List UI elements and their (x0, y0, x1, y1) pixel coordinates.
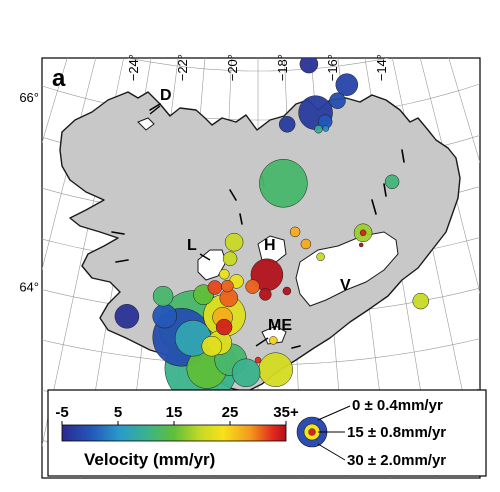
glacier-myrdalsjokull (261, 325, 287, 345)
longitude-label: −14° (374, 54, 389, 81)
gps-station (300, 238, 312, 250)
parallel (127, 58, 389, 72)
size-legend-label-30: 30 ± 2.0mm/yr (347, 452, 446, 469)
gps-station (316, 252, 325, 262)
leader-me (255, 337, 269, 347)
colorbar-tick-label: 35+ (273, 404, 299, 421)
parallel (62, 0, 454, 22)
gps-station (329, 92, 346, 109)
size-legend-label-15: 15 ± 0.8mm/yr (347, 424, 446, 441)
colorbar-tick-label: 5 (114, 404, 122, 421)
latitude-label: 66° (19, 90, 39, 105)
meridian (42, 58, 97, 271)
size-legend: 0 ± 0.4mm/yr 15 ± 0.8mm/yr 30 ± 2.0mm/yr (296, 397, 446, 469)
gps-station (207, 280, 223, 295)
gps-station (289, 226, 301, 238)
gps-station (231, 358, 261, 388)
glacier-vatnajokull (295, 231, 399, 307)
region-labels: D L H V ME (149, 87, 351, 347)
region-label-v: V (340, 277, 351, 294)
gps-station (278, 116, 296, 133)
leader-d (149, 105, 161, 115)
gps-station (322, 125, 330, 132)
gps-station (258, 352, 293, 387)
gps-station (114, 304, 140, 329)
colorbar-tick-label: 25 (222, 404, 239, 421)
size-legend-leader-1 (317, 405, 351, 421)
longitude-label: −24° (126, 54, 141, 81)
colorbar-ramp (61, 424, 287, 442)
latitude-labels: 66° 64° (19, 90, 39, 295)
colorbar-ticks: -5 5 15 25 35+ (55, 404, 299, 425)
gps-station (412, 292, 429, 310)
longitude-label: −22° (175, 54, 190, 81)
longitude-label: −20° (225, 54, 240, 81)
colorbar-tick-label: 15 (166, 404, 183, 421)
gps-station (245, 279, 260, 294)
gps-station (201, 335, 223, 357)
gps-station (224, 232, 244, 252)
region-label-h: H (264, 237, 276, 254)
longitude-label: −16° (325, 54, 340, 81)
gps-station (219, 268, 230, 280)
gps-station (221, 279, 234, 293)
gps-station-markers (114, 58, 429, 405)
glacier-drangajokull (137, 117, 155, 131)
colorbar-title: Velocity (mm/yr) (84, 450, 215, 469)
longitude-label: −18° (275, 54, 290, 81)
gps-station (269, 336, 278, 345)
gps-station (282, 286, 292, 296)
gps-station (358, 242, 364, 248)
region-label-d: D (160, 87, 172, 104)
gps-station (314, 124, 323, 134)
latitude-label: 64° (19, 280, 39, 295)
size-legend-label-0: 0 ± 0.4mm/yr (352, 397, 443, 414)
gps-station (259, 288, 272, 301)
longitude-labels: −24° −22° −20° −18° −16° −14° (126, 54, 389, 81)
gps-station (299, 58, 319, 74)
colorbar-tick-label: -5 (55, 404, 68, 421)
gps-station (359, 229, 367, 237)
legend: -5 5 15 25 35+ Velocity (mm/yr) 0 ± 0.4mm/yr… (47, 389, 487, 477)
gps-station (259, 159, 308, 208)
size-legend-leader-3 (317, 443, 346, 461)
leader-l (199, 253, 211, 261)
panel-letter: a (52, 65, 66, 92)
gps-station (152, 303, 177, 329)
colorbar: -5 5 15 25 35+ Velocity (mm/yr) (55, 404, 299, 469)
gps-station (335, 73, 359, 96)
region-label-l: L (187, 237, 197, 254)
gps-station (254, 356, 262, 364)
gps-station (152, 285, 174, 307)
size-legend-inner (308, 428, 316, 436)
gps-station (384, 174, 400, 190)
meridian (419, 58, 480, 295)
gps-station (215, 318, 233, 336)
gps-station (222, 251, 238, 266)
region-label-me: ME (268, 317, 292, 334)
